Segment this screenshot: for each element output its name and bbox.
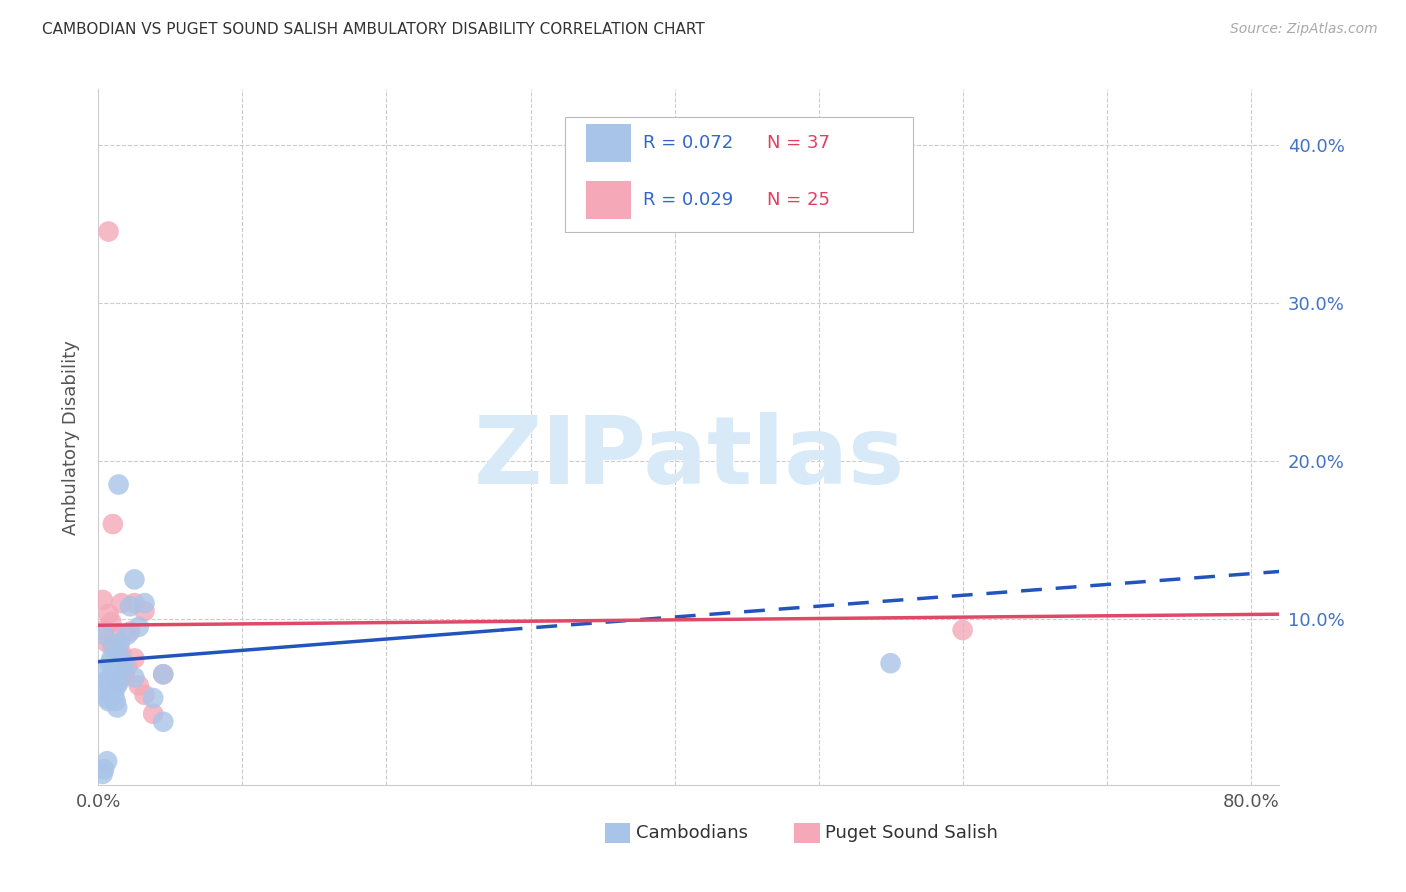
Point [101,678,124,692]
Point [100,615,122,629]
Point [124,651,146,665]
Point [98,657,121,671]
Point [101,640,124,655]
Point [952,623,974,637]
Text: R = 0.029: R = 0.029 [643,191,733,210]
Point [91,767,114,781]
Text: Puget Sound Salish: Puget Sound Salish [825,824,998,842]
Point [152,667,174,681]
Point [128,620,150,634]
Point [152,667,174,681]
Point [124,573,146,587]
Point [104,694,127,708]
Text: ZIPatlas: ZIPatlas [474,412,904,504]
Text: N = 37: N = 37 [766,134,830,152]
Point [93,628,115,642]
Point [112,667,135,681]
Point [115,659,138,673]
Text: Source: ZipAtlas.com: Source: ZipAtlas.com [1230,22,1378,37]
FancyBboxPatch shape [565,117,914,232]
Point [107,647,129,661]
Point [104,628,127,642]
Point [96,754,118,768]
Point [110,596,132,610]
Point [97,694,120,708]
Point [96,690,118,705]
Point [128,678,150,692]
Point [124,670,146,684]
Point [97,607,120,622]
Point [104,675,127,690]
Text: Cambodians: Cambodians [636,824,748,842]
Text: CAMBODIAN VS PUGET SOUND SALISH AMBULATORY DISABILITY CORRELATION CHART: CAMBODIAN VS PUGET SOUND SALISH AMBULATO… [42,22,704,37]
Text: R = 0.072: R = 0.072 [643,134,733,152]
Point [101,516,124,531]
Point [98,683,121,698]
Point [142,706,165,721]
Point [96,635,118,649]
Point [103,688,125,702]
Y-axis label: Ambulatory Disability: Ambulatory Disability [62,340,80,534]
Point [96,675,118,690]
Point [142,690,165,705]
Point [879,657,901,671]
Point [97,225,120,239]
Point [101,639,124,653]
Point [134,604,156,618]
Point [94,683,117,698]
Point [97,672,120,686]
Point [112,667,135,681]
Point [103,667,125,681]
Point [107,477,129,491]
Bar [586,181,631,219]
Point [112,657,135,671]
Point [134,596,156,610]
Point [124,596,146,610]
Point [108,635,131,649]
Point [107,675,129,690]
Point [134,688,156,702]
Point [105,700,128,714]
Point [93,762,115,776]
Point [107,640,129,655]
Point [110,663,132,677]
Point [120,624,142,639]
Point [91,593,114,607]
Point [110,647,132,661]
Point [100,675,122,690]
Point [105,678,128,692]
Point [115,628,138,642]
Point [94,663,117,677]
Point [120,599,142,614]
Point [93,623,115,637]
Bar [586,124,631,162]
Point [100,651,122,665]
Point [152,714,174,729]
Text: N = 25: N = 25 [766,191,830,210]
